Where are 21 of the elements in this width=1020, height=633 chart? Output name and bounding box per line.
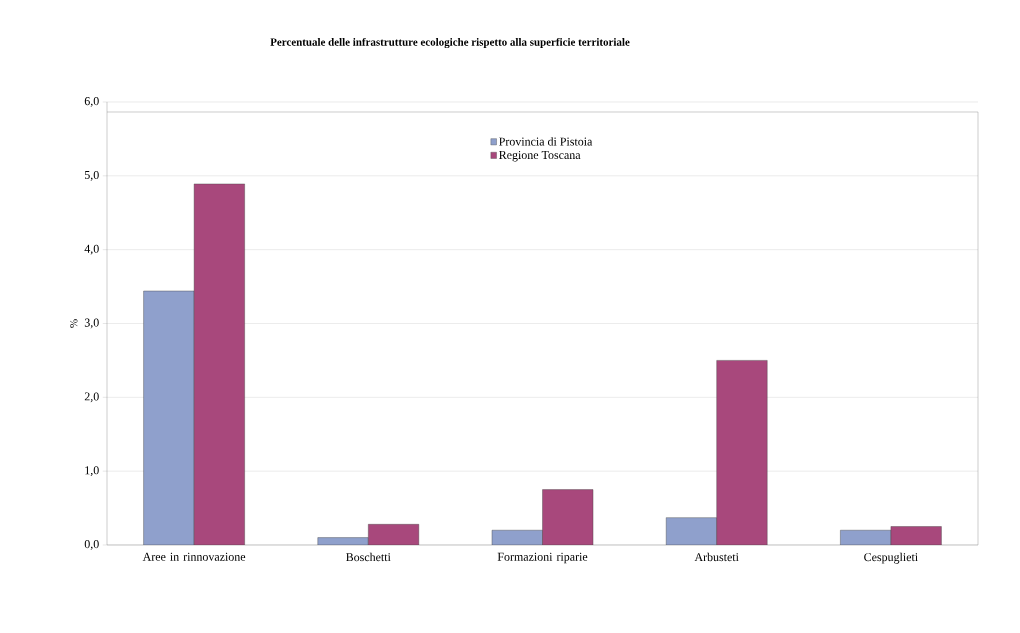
legend-label: Regione Toscana bbox=[499, 150, 581, 162]
x-tick-label: Formazioni riparie bbox=[497, 552, 588, 564]
bar bbox=[542, 489, 594, 545]
y-tick-label: 1,0 bbox=[85, 466, 99, 477]
y-tick-label: 3,0 bbox=[84, 318, 99, 329]
x-tick-label: Arbusteti bbox=[694, 552, 739, 562]
x-tick-label: Aree in rinnovazione bbox=[142, 552, 246, 561]
y-tick-label: 0,0 bbox=[84, 540, 99, 550]
y-tick-label: 2,0 bbox=[84, 392, 99, 403]
bar bbox=[193, 183, 245, 545]
y-tick-label: 4,0 bbox=[84, 244, 99, 255]
x-tick-label: Boschetti bbox=[346, 552, 391, 562]
bar bbox=[143, 290, 195, 545]
bar bbox=[665, 517, 717, 545]
y-tick-label: 5,0 bbox=[84, 170, 99, 181]
chart-title: Percentuale delle infrastrutture ecologiche rispetto alla superficie territoriale bbox=[270, 37, 630, 49]
legend-label: Provincia di Pistoia bbox=[499, 137, 593, 146]
y-tick-label: 6,0 bbox=[84, 97, 99, 107]
bar bbox=[716, 360, 768, 545]
x-tick-label: Cespuglieti bbox=[864, 552, 918, 564]
y-axis-title: % bbox=[70, 319, 78, 328]
